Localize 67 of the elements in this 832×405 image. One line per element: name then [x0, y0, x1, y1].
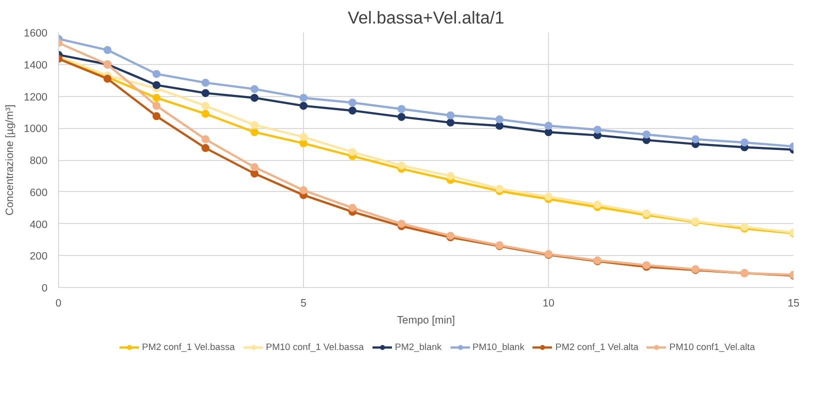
- y-tick-label: 200: [30, 250, 48, 263]
- point: [202, 78, 210, 87]
- point: [152, 70, 160, 78]
- point: [348, 204, 356, 212]
- point: [300, 102, 308, 110]
- legend-label: PM2_blank: [394, 342, 442, 352]
- legend-label: PM2 conf_1 Vel.bassa: [142, 342, 235, 352]
- x-tick-label: 0: [56, 298, 62, 310]
- point: [202, 144, 210, 152]
- y-tick-label: 1000: [24, 123, 48, 136]
- legend-label: PM10_blank: [472, 342, 524, 352]
- point: [692, 135, 700, 144]
- legend-label: PM2 conf_1 Vel.alta: [555, 342, 638, 352]
- y-axis-title: Concentrazione [µg/m³]: [4, 104, 16, 216]
- point: [300, 186, 308, 194]
- point: [348, 106, 356, 115]
- point: [398, 220, 406, 228]
- point: [446, 118, 454, 127]
- y-tick-label: 0: [42, 282, 48, 294]
- point: [152, 112, 160, 120]
- point: [202, 89, 210, 98]
- point: [104, 46, 112, 54]
- point: [496, 122, 504, 130]
- point: [202, 110, 210, 118]
- point: [250, 170, 258, 178]
- point: [398, 162, 406, 170]
- legend-label: PM10 conf1_Vel.alta: [669, 342, 755, 352]
- x-tick-label: 15: [788, 298, 800, 310]
- legend-label: PM10 conf_1 Vel.bassa: [266, 342, 364, 352]
- point: [398, 105, 406, 113]
- x-tick-label: 10: [542, 298, 554, 310]
- point: [300, 139, 308, 148]
- x-tick-label: 5: [300, 298, 307, 310]
- point: [152, 81, 160, 90]
- point: [348, 148, 356, 156]
- point: [250, 94, 258, 102]
- point: [594, 126, 602, 134]
- point: [398, 112, 406, 121]
- y-tick-label: 800: [30, 155, 48, 167]
- point: [446, 172, 454, 180]
- point: [544, 192, 552, 201]
- point: [250, 85, 258, 94]
- point: [300, 94, 308, 102]
- chart-title: Vel.bassa+Vel.alta/1: [348, 8, 504, 28]
- point: [544, 122, 552, 130]
- point: [152, 102, 160, 110]
- point: [250, 120, 258, 129]
- point: [446, 111, 454, 120]
- point: [300, 132, 308, 141]
- y-tick-label: 600: [30, 186, 48, 199]
- x-axis-title: Tempo [min]: [396, 314, 456, 326]
- point: [496, 184, 504, 193]
- point: [202, 135, 210, 144]
- point: [740, 138, 748, 146]
- point: [152, 94, 160, 102]
- point: [348, 98, 356, 107]
- y-tick-label: 1400: [24, 59, 48, 72]
- point: [202, 102, 210, 110]
- point: [642, 130, 650, 138]
- y-tick-label: 1600: [24, 28, 48, 40]
- point: [250, 163, 258, 172]
- point: [250, 128, 258, 136]
- point: [594, 200, 602, 209]
- y-tick-label: 400: [30, 218, 48, 231]
- point: [544, 128, 552, 136]
- y-tick-label: 1200: [24, 91, 48, 104]
- point: [496, 115, 504, 124]
